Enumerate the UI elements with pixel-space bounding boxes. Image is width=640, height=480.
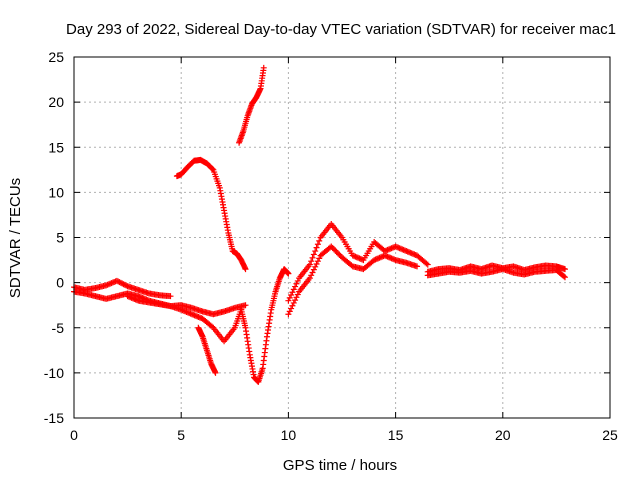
data-point xyxy=(316,237,323,244)
data-point xyxy=(332,247,339,254)
data-point xyxy=(330,246,337,253)
y-tick-label: 10 xyxy=(48,184,64,200)
data-point xyxy=(313,244,320,251)
data-point xyxy=(561,274,568,281)
data-point xyxy=(309,269,316,276)
series-steep-segment xyxy=(236,64,267,146)
y-tick-label: -10 xyxy=(44,365,64,381)
chart-title: Day 293 of 2022, Sidereal Day-to-day VTE… xyxy=(66,21,616,38)
data-point xyxy=(294,291,301,298)
data-point xyxy=(309,254,316,261)
data-point xyxy=(290,286,297,293)
x-tick-label: 20 xyxy=(495,427,511,443)
series-trend-midday-2 xyxy=(285,243,421,318)
data-point xyxy=(209,323,216,330)
data-point xyxy=(115,278,122,285)
data-point xyxy=(306,275,313,282)
data-point xyxy=(286,308,293,315)
x-tick-label: 0 xyxy=(70,427,78,443)
data-point xyxy=(312,263,319,270)
data-point xyxy=(285,297,292,304)
data-point xyxy=(120,281,127,288)
data-point xyxy=(293,280,300,287)
data-point xyxy=(123,282,130,289)
series-trend-late-2 xyxy=(424,266,568,281)
data-point xyxy=(294,277,301,284)
data-point xyxy=(242,266,249,273)
data-point xyxy=(414,263,421,270)
data-point xyxy=(293,294,300,301)
series-track-upper-lobe xyxy=(124,293,249,318)
data-point xyxy=(288,292,295,299)
data-point xyxy=(308,272,315,279)
data-point xyxy=(289,302,296,309)
y-tick-label: 25 xyxy=(48,49,64,65)
data-point xyxy=(285,270,292,277)
data-point xyxy=(119,280,126,287)
y-tick-label: 0 xyxy=(56,275,64,291)
data-point xyxy=(290,299,297,306)
data-point xyxy=(113,277,120,284)
data-point xyxy=(209,166,216,173)
data-point xyxy=(310,266,317,273)
data-point xyxy=(289,289,296,296)
data-point xyxy=(167,293,174,300)
data-point xyxy=(561,266,568,273)
data-point xyxy=(260,64,267,71)
x-axis-tick-labels: 0 5 10 15 20 25 xyxy=(70,427,618,443)
data-point xyxy=(306,261,313,268)
data-point xyxy=(336,251,343,258)
x-axis-label: GPS time / hours xyxy=(283,457,397,474)
data-point xyxy=(333,248,340,255)
x-tick-label: 5 xyxy=(177,427,185,443)
series-arc-rising xyxy=(173,156,249,273)
series-track-main-high xyxy=(71,277,174,300)
data-point xyxy=(423,260,430,267)
data-point xyxy=(116,279,123,286)
data-point xyxy=(242,302,249,309)
data-point xyxy=(329,244,336,251)
data-points xyxy=(71,64,568,385)
data-point xyxy=(334,250,341,257)
data-point xyxy=(286,294,293,301)
data-point xyxy=(285,311,292,318)
y-tick-label: -5 xyxy=(52,320,65,336)
y-tick-label: -15 xyxy=(44,410,64,426)
data-point xyxy=(310,251,317,258)
series-trend-midday xyxy=(285,220,431,304)
y-axis-label: SDTVAR / TECUs xyxy=(7,178,24,298)
data-point xyxy=(121,281,128,288)
y-tick-label: 15 xyxy=(48,139,64,155)
series-recovery-dip xyxy=(238,266,292,385)
x-tick-label: 25 xyxy=(602,427,618,443)
y-axis-tick-labels: -15 -10 -5 0 5 10 15 20 25 xyxy=(44,49,64,426)
data-point xyxy=(312,248,319,255)
data-point xyxy=(560,273,567,280)
data-point xyxy=(314,241,321,248)
data-point xyxy=(424,261,431,268)
data-point xyxy=(292,283,299,290)
data-point xyxy=(288,305,295,312)
data-point xyxy=(328,243,335,250)
data-point xyxy=(308,258,315,265)
data-point xyxy=(314,258,321,265)
data-point xyxy=(212,369,219,376)
y-tick-label: 5 xyxy=(56,230,64,246)
data-point xyxy=(316,255,323,262)
data-point xyxy=(313,261,320,268)
series-track-lower-dip xyxy=(195,324,219,376)
plot-frame xyxy=(73,56,611,419)
x-tick-label: 10 xyxy=(281,427,297,443)
y-tick-label: 20 xyxy=(48,94,64,110)
grid xyxy=(74,57,610,418)
x-tick-label: 15 xyxy=(388,427,404,443)
data-point xyxy=(117,279,124,286)
data-point xyxy=(292,297,299,304)
